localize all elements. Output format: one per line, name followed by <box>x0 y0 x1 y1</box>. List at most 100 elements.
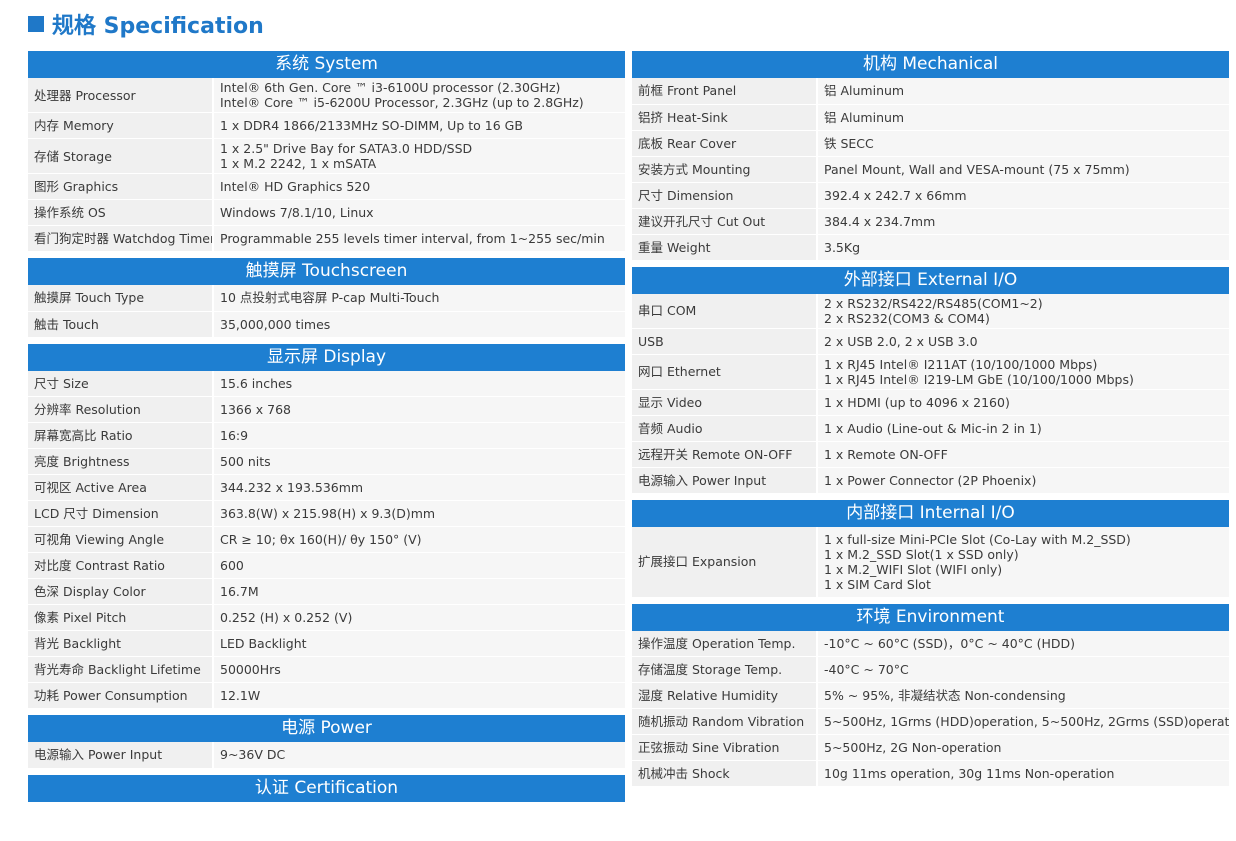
spec-value: 16.7M <box>213 578 625 605</box>
spec-row: 可视角 Viewing Angle CR ≥ 10; θx 160(H)/ θy … <box>28 526 625 553</box>
spec-label: 看门狗定时器 Watchdog Timer <box>28 225 214 252</box>
spec-table: 尺寸 Size 15.6 inches 分辨率 Resolution 1366 x 7… <box>28 370 625 709</box>
spec-value-line: 363.8(W) x 215.98(H) x 9.3(D)mm <box>220 506 436 521</box>
spec-row: 背光 Backlight LED Backlight <box>28 630 625 657</box>
section-header: 系统 System <box>28 51 625 78</box>
spec-value: 1 x DDR4 1866/2133MHz SO-DIMM, Up to 16 … <box>213 112 625 139</box>
section-touchscreen: 触摸屏 Touchscreen 触摸屏 Touch Type 10 点投射式电容屏 … <box>28 258 625 338</box>
spec-value: Intel® 6th Gen. Core ™ i3-6100U processo… <box>213 78 625 113</box>
spec-label: 内存 Memory <box>28 112 214 139</box>
spec-row: 可视区 Active Area 344.232 x 193.536mm <box>28 474 625 501</box>
spec-label: 存储温度 Storage Temp. <box>632 656 818 683</box>
spec-value: 铝 Aluminum <box>817 104 1229 131</box>
spec-label: 亮度 Brightness <box>28 448 214 475</box>
spec-value-line: 5~500Hz, 2G Non-operation <box>824 740 1002 755</box>
spec-label: 远程开关 Remote ON-OFF <box>632 441 818 468</box>
section-power: 电源 Power 电源输入 Power Input 9~36V DC <box>28 715 625 769</box>
spec-label: 背光 Backlight <box>28 630 214 657</box>
spec-row: 建议开孔尺寸 Cut Out 384.4 x 234.7mm <box>632 208 1229 235</box>
section-display: 显示屏 Display 尺寸 Size 15.6 inches 分辨率 Resolut… <box>28 343 625 709</box>
spec-value: 600 <box>213 552 625 579</box>
spec-label: 尺寸 Dimension <box>632 182 818 209</box>
spec-row: 扩展接口 Expansion 1 x full-size Mini-PCIe Sl… <box>632 526 1229 598</box>
spec-table: 触摸屏 Touch Type 10 点投射式电容屏 P-cap Multi-Tou… <box>28 285 625 338</box>
title-square-icon <box>28 16 44 32</box>
spec-value-line: Intel® 6th Gen. Core ™ i3-6100U processo… <box>220 80 561 95</box>
spec-value: LED Backlight <box>213 630 625 657</box>
spec-value-line: 50000Hrs <box>220 662 281 677</box>
spec-label: 图形 Graphics <box>28 173 214 200</box>
spec-row: 处理器 Processor Intel® 6th Gen. Core ™ i3-6… <box>28 78 625 113</box>
spec-row: 看门狗定时器 Watchdog Timer Programmable 255 le… <box>28 225 625 252</box>
spec-value: 15.6 inches <box>213 370 625 397</box>
spec-value-line: Panel Mount, Wall and VESA-mount (75 x 7… <box>824 161 1130 177</box>
section-header: 认证 Certification <box>28 774 625 802</box>
spec-value: -40°C ~ 70°C <box>817 656 1229 683</box>
spec-row: 尺寸 Size 15.6 inches <box>28 370 625 397</box>
spec-value: 1 x RJ45 Intel® I211AT (10/100/1000 Mbps… <box>817 354 1229 390</box>
spec-label: 前框 Front Panel <box>632 78 818 105</box>
spec-value: 1 x full-size Mini-PCIe Slot (Co-Lay wit… <box>817 526 1229 598</box>
spec-table: 电源输入 Power Input 9~36V DC <box>28 742 625 769</box>
spec-value: 1 x Remote ON-OFF <box>817 441 1229 468</box>
spec-table: 串口 COM 2 x RS232/RS422/RS485(COM1~2) 2 x R… <box>632 293 1229 494</box>
spec-label: 尺寸 Size <box>28 370 214 397</box>
spec-value-line: 1 x M.2 2242, 1 x mSATA <box>220 156 377 171</box>
spec-label: 底板 Rear Cover <box>632 130 818 157</box>
spec-row: 操作系统 OS Windows 7/8.1/10, Linux <box>28 199 625 226</box>
spec-value-line: 500 nits <box>220 454 271 469</box>
spec-value-line: 1 x HDMI (up to 4096 x 2160) <box>824 394 1010 410</box>
section-external-i-o: 外部接口 External I/O 串口 COM 2 x RS232/RS422/R… <box>632 266 1229 494</box>
spec-value: 1 x Audio (Line-out & Mic-in 2 in 1) <box>817 415 1229 442</box>
spec-label: 触击 Touch <box>28 311 214 338</box>
spec-value-line: 344.232 x 193.536mm <box>220 480 364 495</box>
spec-table: 处理器 Processor Intel® 6th Gen. Core ™ i3-6… <box>28 78 625 252</box>
spec-value-line: 1 x RJ45 Intel® I219-LM GbE (10/100/1000… <box>824 371 1134 387</box>
right-column: 机构 Mechanical 前框 Front Panel 铝 Aluminum 铝挤 … <box>632 51 1229 793</box>
spec-row: 机械冲击 Shock 10g 11ms operation, 30g 11ms N… <box>632 760 1229 787</box>
section-system: 系统 System 处理器 Processor Intel® 6th Gen. Co… <box>28 51 625 252</box>
spec-label: 重量 Weight <box>632 234 818 261</box>
spec-table: 前框 Front Panel 铝 Aluminum 铝挤 Heat-Sink 铝 Al… <box>632 78 1229 261</box>
spec-value-line: 9~36V DC <box>220 747 286 763</box>
spec-value-line: 1 x RJ45 Intel® I211AT (10/100/1000 Mbps… <box>824 356 1098 372</box>
spec-value: Windows 7/8.1/10, Linux <box>213 199 625 226</box>
spec-value-line: 3.5Kg <box>824 239 861 255</box>
spec-label: 存储 Storage <box>28 138 214 174</box>
spec-row: 操作温度 Operation Temp. -10°C ~ 60°C (SSD)，0… <box>632 630 1229 657</box>
spec-value-line: Intel® HD Graphics 520 <box>220 179 371 194</box>
spec-value-line: 0.252 (H) x 0.252 (V) <box>220 610 353 625</box>
spec-value-line: 1 x M.2_WIFI Slot (WIFI only) <box>824 561 1003 577</box>
section-certification: 认证 Certification <box>28 774 625 802</box>
spec-value-line: 1 x Audio (Line-out & Mic-in 2 in 1) <box>824 420 1042 436</box>
spec-label: 分辨率 Resolution <box>28 396 214 423</box>
spec-value: 0.252 (H) x 0.252 (V) <box>213 604 625 631</box>
spec-value: 1 x Power Connector (2P Phoenix) <box>817 467 1229 494</box>
section-environment: 环境 Environment 操作温度 Operation Temp. -10°C … <box>632 603 1229 787</box>
spec-value-line: 1 x 2.5" Drive Bay for SATA3.0 HDD/SSD <box>220 141 473 156</box>
spec-value: 10 点投射式电容屏 P-cap Multi-Touch <box>213 285 625 312</box>
spec-value: 363.8(W) x 215.98(H) x 9.3(D)mm <box>213 500 625 527</box>
section-header: 外部接口 External I/O <box>632 266 1229 294</box>
spec-value: 384.4 x 234.7mm <box>817 208 1229 235</box>
spec-value: -10°C ~ 60°C (SSD)，0°C ~ 40°C (HDD) <box>817 630 1229 657</box>
spec-row: 存储温度 Storage Temp. -40°C ~ 70°C <box>632 656 1229 683</box>
spec-row: LCD 尺寸 Dimension 363.8(W) x 215.98(H) x 9… <box>28 500 625 527</box>
spec-value-line: Programmable 255 levels timer interval, … <box>220 231 605 246</box>
spec-label: 像素 Pixel Pitch <box>28 604 214 631</box>
spec-value-line: 5~500Hz, 1Grms (HDD)operation, 5~500Hz, … <box>824 714 1229 729</box>
spec-label: 处理器 Processor <box>28 78 214 113</box>
spec-row: 背光寿命 Backlight Lifetime 50000Hrs <box>28 656 625 683</box>
spec-value: 5~500Hz, 1Grms (HDD)operation, 5~500Hz, … <box>817 708 1229 735</box>
spec-row: 触击 Touch 35,000,000 times <box>28 311 625 338</box>
spec-value: Intel® HD Graphics 520 <box>213 173 625 200</box>
spec-value-line: 16.7M <box>220 584 259 599</box>
spec-row: 远程开关 Remote ON-OFF 1 x Remote ON-OFF <box>632 441 1229 468</box>
spec-value: 50000Hrs <box>213 656 625 683</box>
spec-value: 铁 SECC <box>817 130 1229 157</box>
page-title: 规格 Specification <box>28 8 264 40</box>
spec-value-line: 384.4 x 234.7mm <box>824 213 936 229</box>
section-header: 电源 Power <box>28 715 625 742</box>
spec-label: 正弦振动 Sine Vibration <box>632 734 818 761</box>
spec-label: 对比度 Contrast Ratio <box>28 552 214 579</box>
